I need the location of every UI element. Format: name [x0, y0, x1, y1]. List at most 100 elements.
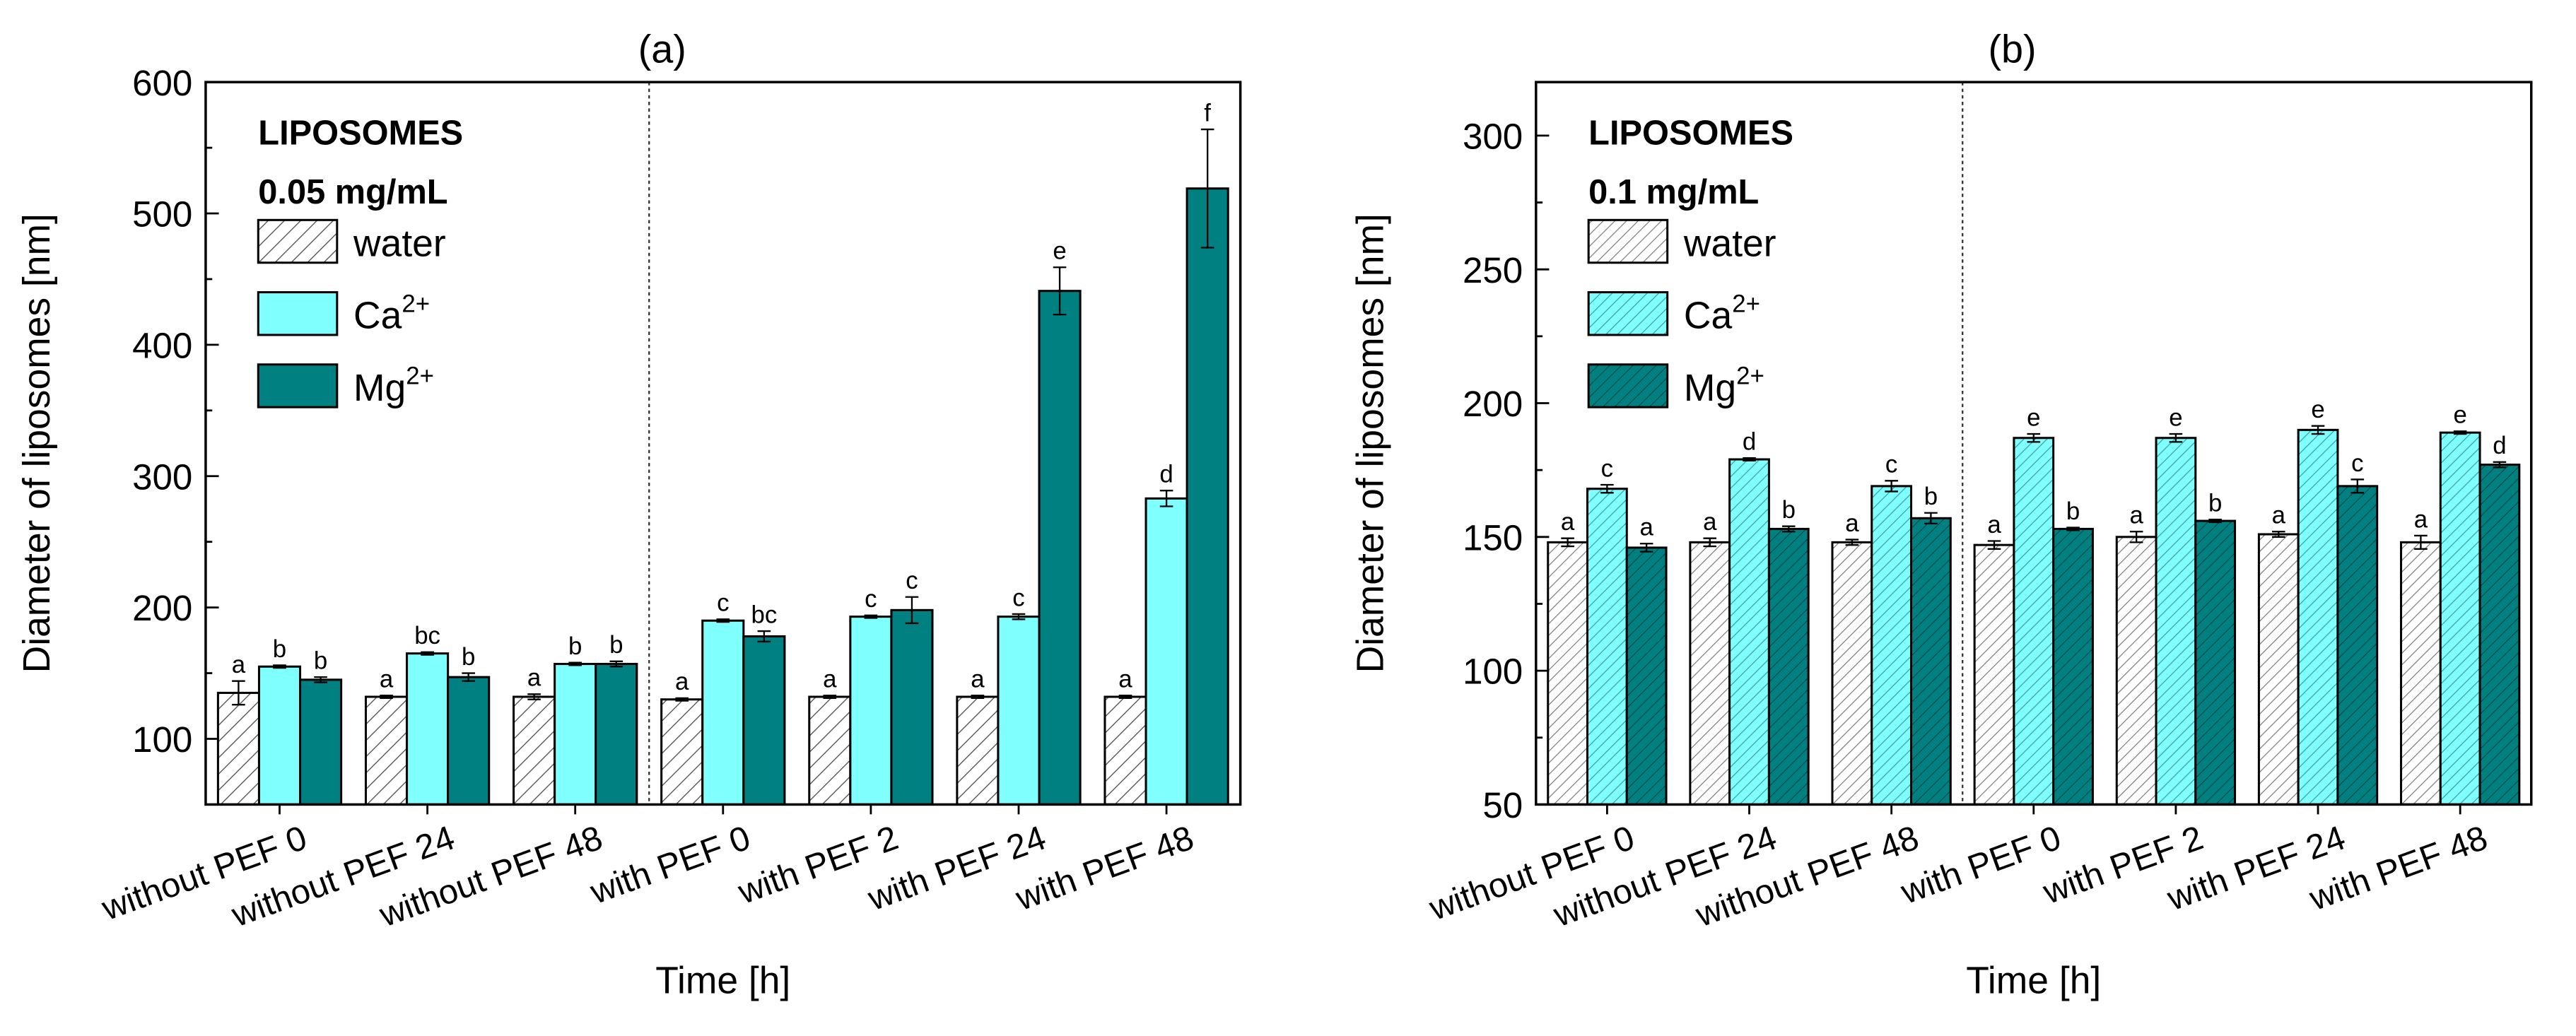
significance-letter: a	[1639, 514, 1653, 541]
bar-mg	[2336, 485, 2379, 806]
significance-letter: b	[609, 631, 623, 659]
legend-label-mg: Mg2+	[1684, 363, 1764, 409]
bar-ca	[2013, 437, 2055, 806]
significance-letter: b	[314, 647, 327, 675]
bar-water	[1831, 541, 1873, 806]
significance-letter: b	[1924, 483, 1938, 510]
legend-swatch-mg	[257, 363, 339, 408]
y-axis-label: Diameter of liposomes [nm]	[16, 213, 58, 673]
significance-letter: a	[380, 666, 394, 693]
chart-title: (b)	[1989, 27, 2037, 71]
significance-letter: bc	[751, 601, 777, 628]
bar-ca	[406, 652, 450, 806]
bar-water	[808, 695, 852, 806]
bar-water	[1689, 541, 1731, 806]
significance-letter: d	[1159, 461, 1173, 488]
legend-swatch-ca	[257, 291, 339, 336]
legend-subtitle: 0.1 mg/mL	[1588, 173, 1759, 211]
significance-letter: a	[1987, 511, 2001, 538]
significance-letter: b	[273, 635, 286, 663]
significance-letter: d	[1743, 428, 1756, 455]
bar-water	[2257, 533, 2300, 806]
bar-ca	[1870, 485, 1913, 806]
bar-ca	[2297, 428, 2339, 806]
significance-letter: a	[527, 664, 541, 692]
y-tick-label: 300	[1463, 116, 1523, 156]
y-tick-label: 400	[132, 325, 192, 365]
significance-letter: c	[906, 567, 918, 594]
significance-letter: a	[1703, 508, 1717, 536]
legend-subtitle: 0.05 mg/mL	[258, 173, 447, 211]
significance-letter: b	[462, 643, 475, 671]
legend-swatch-water	[257, 218, 339, 264]
significance-letter: e	[2169, 404, 2182, 431]
legend-label-mg: Mg2+	[353, 363, 434, 409]
significance-letter: a	[2272, 502, 2286, 529]
significance-letter: a	[1561, 508, 1575, 536]
bar-mg	[2478, 464, 2521, 806]
bar-mg	[2194, 519, 2237, 806]
bar-ca	[1586, 488, 1628, 806]
legend-swatch-ca	[1587, 291, 1669, 336]
legend-label-water: water	[353, 223, 446, 264]
bar-water	[2115, 536, 2158, 806]
significance-letter: e	[1053, 237, 1066, 265]
bar-mg	[447, 676, 491, 806]
significance-letter: a	[823, 666, 837, 693]
y-tick-label: 100	[132, 719, 192, 760]
chart-title: (a)	[638, 27, 686, 71]
bar-ca	[257, 665, 302, 806]
y-axis-label: Diameter of liposomes [nm]	[1350, 213, 1392, 673]
bar-ca	[701, 619, 745, 806]
bar-water	[513, 695, 556, 806]
bar-ca	[849, 616, 893, 806]
significance-letter: d	[2493, 432, 2506, 459]
y-tick-label: 200	[132, 588, 192, 628]
legend-swatch-mg	[1587, 363, 1669, 408]
bar-water	[660, 698, 704, 806]
bar-mg	[1185, 187, 1229, 806]
bar-ca	[2439, 431, 2481, 806]
y-tick-label: 50	[1482, 785, 1523, 825]
x-axis-label: Time [h]	[655, 960, 790, 1002]
significance-letter: c	[1012, 584, 1024, 611]
bar-mg	[1767, 527, 1810, 806]
significance-letter: b	[2066, 498, 2080, 525]
significance-letter: c	[2351, 449, 2363, 477]
x-axis-label: Time [h]	[1966, 960, 2101, 1002]
significance-letter: e	[2311, 396, 2324, 423]
x-tick-label: with PEF 0	[585, 818, 755, 912]
y-tick-label: 200	[1463, 384, 1523, 424]
bar-water	[1973, 543, 2015, 806]
significance-letter: f	[1204, 99, 1211, 126]
bar-mg	[299, 678, 343, 806]
legend-label-ca: Ca2+	[1684, 290, 1760, 336]
significance-letter: a	[1118, 666, 1132, 693]
legend-label-ca: Ca2+	[353, 290, 430, 336]
legend-title: LIPOSOMES	[1588, 114, 1793, 152]
significance-letter: bc	[414, 622, 440, 649]
bar-mg	[1038, 290, 1082, 806]
significance-letter: e	[2453, 401, 2466, 429]
legend-swatch-water	[1587, 218, 1669, 264]
bar-mg	[742, 635, 786, 806]
bar-ca	[1728, 458, 1770, 806]
bar-mg	[1625, 546, 1668, 806]
y-tick-label: 150	[1463, 517, 1523, 558]
significance-letter: b	[1782, 496, 1796, 524]
plot-frame	[204, 81, 1242, 806]
significance-letter: c	[1601, 454, 1613, 482]
bar-ca	[997, 616, 1041, 806]
bar-ca	[1144, 497, 1188, 806]
bar-ca	[554, 663, 597, 806]
bar-mg	[2052, 527, 2094, 806]
y-tick-label: 300	[132, 457, 192, 497]
bar-water	[956, 695, 1000, 806]
bar-mg	[890, 608, 934, 806]
bar-mg	[595, 663, 638, 806]
plot-frame	[1535, 81, 2533, 806]
significance-letter: e	[2027, 404, 2040, 431]
significance-letter: c	[865, 585, 877, 613]
chart-a: (a)aa a a a a ab bc bc c cdb b bbccef10020030040050…	[16, 27, 1242, 1002]
